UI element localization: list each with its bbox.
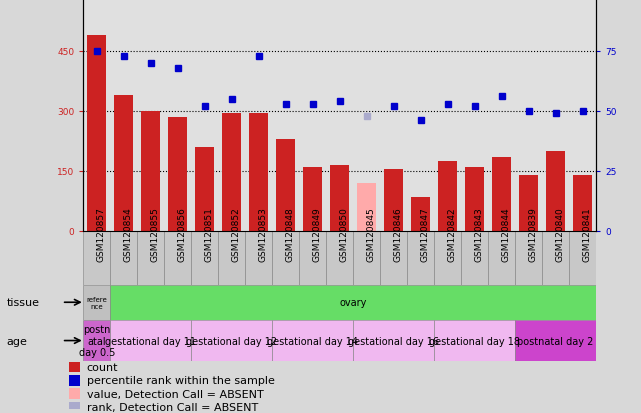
Bar (276, 140, 296, 231)
Bar (461, 231, 488, 285)
Text: GSM120851: GSM120851 (204, 206, 214, 261)
Text: postn
atal
day 0.5: postn atal day 0.5 (79, 324, 115, 357)
Bar (434, 231, 461, 285)
Bar (196, 147, 214, 231)
Text: gestational day 14: gestational day 14 (267, 336, 358, 346)
Bar (357, 183, 376, 231)
Text: GSM120840: GSM120840 (556, 206, 565, 261)
Bar (87, 36, 106, 231)
Bar (519, 176, 538, 231)
Bar (303, 167, 322, 231)
Text: GSM120852: GSM120852 (232, 206, 241, 261)
Bar (191, 320, 272, 361)
Bar (164, 231, 191, 285)
Bar (465, 167, 484, 231)
Bar (542, 231, 569, 285)
Bar (83, 231, 110, 285)
Bar (407, 231, 434, 285)
FancyBboxPatch shape (69, 389, 79, 399)
Bar (353, 231, 380, 285)
Text: GSM120844: GSM120844 (502, 207, 511, 261)
Bar (110, 320, 191, 361)
FancyBboxPatch shape (69, 362, 79, 372)
Bar (272, 231, 299, 285)
Bar (515, 231, 542, 285)
Text: GSM120845: GSM120845 (367, 206, 376, 261)
Text: ovary: ovary (340, 297, 367, 308)
Text: GSM120850: GSM120850 (340, 206, 349, 261)
Bar (137, 231, 164, 285)
Text: GSM120857: GSM120857 (97, 206, 106, 261)
Bar (384, 169, 403, 231)
Text: rank, Detection Call = ABSENT: rank, Detection Call = ABSENT (87, 402, 258, 412)
Bar (488, 231, 515, 285)
Bar (222, 114, 241, 231)
Bar (546, 152, 565, 231)
Bar (83, 320, 110, 361)
Text: GSM120854: GSM120854 (124, 206, 133, 261)
Bar (438, 161, 457, 231)
Bar (191, 231, 219, 285)
Bar (249, 114, 268, 231)
Bar (142, 112, 160, 231)
Text: GSM120839: GSM120839 (529, 206, 538, 261)
Text: refere
nce: refere nce (87, 296, 107, 309)
Text: GSM120853: GSM120853 (259, 206, 268, 261)
Bar (492, 157, 511, 231)
Bar (326, 231, 353, 285)
Text: GSM120848: GSM120848 (286, 206, 295, 261)
Text: gestational day 16: gestational day 16 (348, 336, 439, 346)
Text: GSM120847: GSM120847 (420, 206, 429, 261)
Text: GSM120842: GSM120842 (447, 207, 456, 261)
Bar (380, 231, 407, 285)
Text: value, Detection Call = ABSENT: value, Detection Call = ABSENT (87, 389, 263, 399)
Bar (83, 285, 110, 320)
Bar (114, 95, 133, 231)
Bar (353, 320, 434, 361)
Bar (434, 320, 515, 361)
Text: gestational day 18: gestational day 18 (429, 336, 520, 346)
Text: postnatal day 2: postnatal day 2 (517, 336, 594, 346)
Bar (299, 231, 326, 285)
Bar (330, 165, 349, 231)
Bar (569, 231, 596, 285)
Text: age: age (6, 336, 28, 346)
Bar (272, 320, 353, 361)
Bar (412, 197, 430, 231)
Text: GSM120846: GSM120846 (394, 206, 403, 261)
Bar (246, 231, 272, 285)
Text: tissue: tissue (6, 297, 39, 308)
Text: GSM120841: GSM120841 (583, 206, 592, 261)
Text: GSM120855: GSM120855 (151, 206, 160, 261)
Bar (573, 176, 592, 231)
Text: GSM120843: GSM120843 (475, 206, 484, 261)
FancyBboxPatch shape (69, 375, 79, 386)
Text: GSM120856: GSM120856 (178, 206, 187, 261)
FancyBboxPatch shape (69, 402, 79, 412)
Text: percentile rank within the sample: percentile rank within the sample (87, 375, 274, 385)
Text: GSM120849: GSM120849 (313, 206, 322, 261)
Bar (515, 320, 596, 361)
Bar (169, 117, 187, 231)
Bar (110, 231, 137, 285)
Text: gestational day 12: gestational day 12 (186, 336, 278, 346)
Text: gestational day 11: gestational day 11 (105, 336, 196, 346)
Text: count: count (87, 362, 118, 372)
Bar (219, 231, 246, 285)
